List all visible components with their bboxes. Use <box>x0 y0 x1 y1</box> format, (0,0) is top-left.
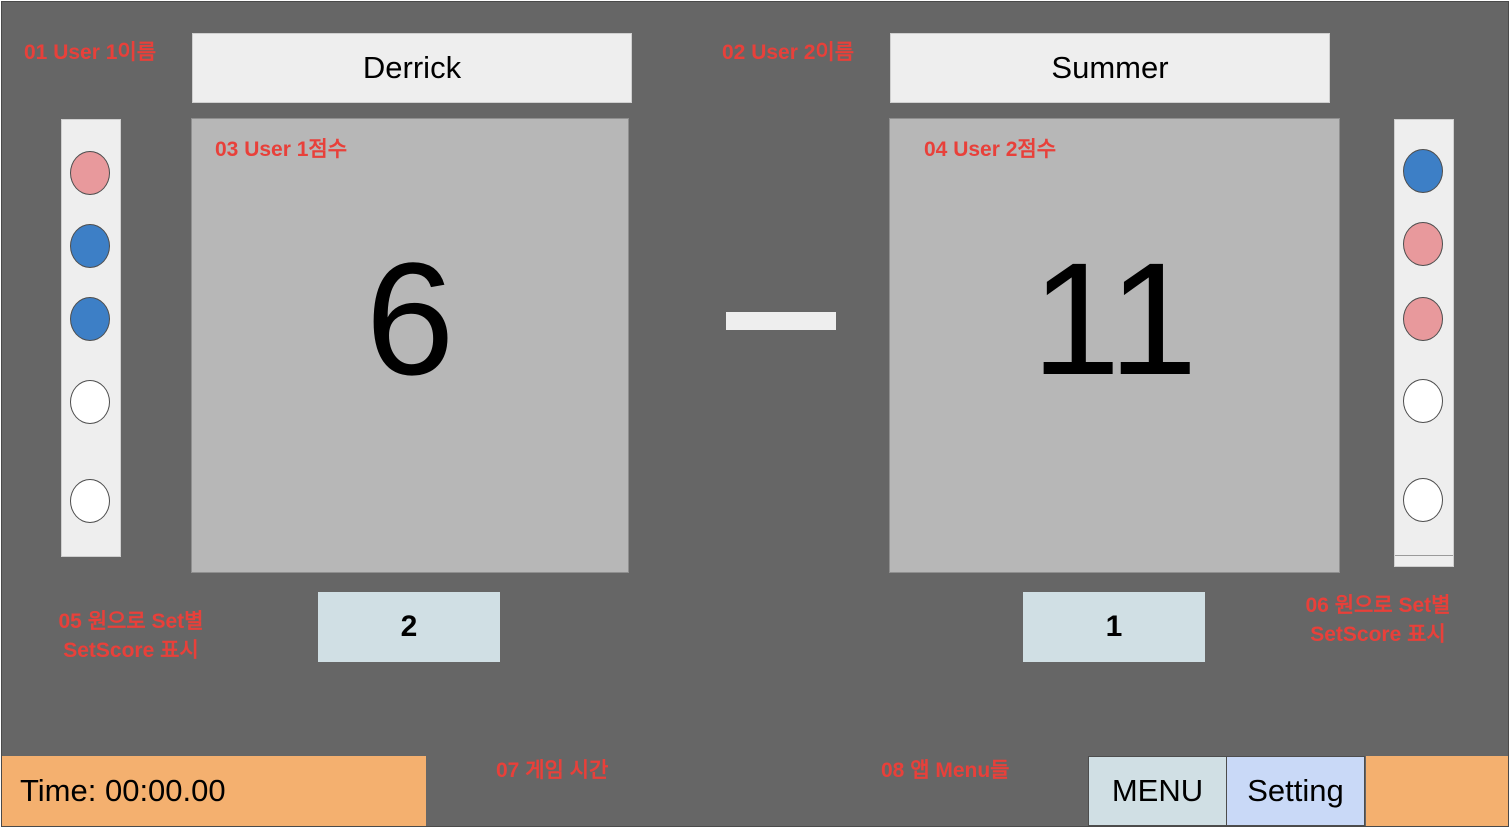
game-timer: Time: 00:00.00 <box>2 756 426 826</box>
strip-divider <box>1395 555 1453 556</box>
player2-sets-won: 1 <box>1023 592 1205 662</box>
annotation-set-dots-left: 05 원으로 Set별 SetScore 표시 <box>32 607 230 665</box>
player2-set-dot-1 <box>1403 149 1443 193</box>
player1-set-dot-3 <box>70 297 110 341</box>
annotation-set-dots-right-line1: 06 원으로 Set별 <box>1305 594 1451 617</box>
player2-score-panel[interactable]: 04 User 2점수 11 <box>889 118 1340 573</box>
annotation-app-menus: 08 앱 Menu들 <box>881 759 1010 782</box>
score-separator-dash <box>726 312 836 330</box>
player1-name-field[interactable]: Derrick <box>192 33 632 103</box>
annotation-user2-score: 04 User 2점수 <box>924 138 1057 161</box>
bottom-bar-right <box>1366 756 1508 826</box>
player2-set-dot-3 <box>1403 297 1443 341</box>
menu-button[interactable]: MENU <box>1088 756 1227 826</box>
annotation-user1-name: 01 User 1이름 <box>24 41 157 64</box>
annotation-set-dots-left-line2: SetScore 표시 <box>63 639 199 662</box>
annotation-game-time: 07 게임 시간 <box>496 759 609 782</box>
player1-set-dot-4 <box>70 380 110 424</box>
player1-set-dot-2 <box>70 224 110 268</box>
player1-score-panel[interactable]: 03 User 1점수 6 <box>191 118 629 573</box>
player2-score: 11 <box>1031 229 1198 408</box>
player1-set-dot-1 <box>70 151 110 195</box>
annotation-set-dots-left-line1: 05 원으로 Set별 <box>58 610 204 633</box>
player2-name-field[interactable]: Summer <box>890 33 1330 103</box>
annotation-user2-name: 02 User 2이름 <box>722 41 855 64</box>
setting-button[interactable]: Setting <box>1226 756 1365 826</box>
annotation-set-dots-right-line2: SetScore 표시 <box>1310 623 1446 646</box>
player1-score: 6 <box>365 229 455 408</box>
annotation-set-dots-right: 06 원으로 Set별 SetScore 표시 <box>1279 591 1477 649</box>
annotation-user1-score: 03 User 1점수 <box>215 138 348 161</box>
player2-set-dot-4 <box>1403 379 1443 423</box>
player2-set-dot-5 <box>1403 478 1443 522</box>
player2-set-dot-2 <box>1403 222 1443 266</box>
player1-set-dot-5 <box>70 479 110 523</box>
player1-sets-won: 2 <box>318 592 500 662</box>
player1-set-strip <box>61 119 121 557</box>
player2-set-strip <box>1394 119 1454 567</box>
